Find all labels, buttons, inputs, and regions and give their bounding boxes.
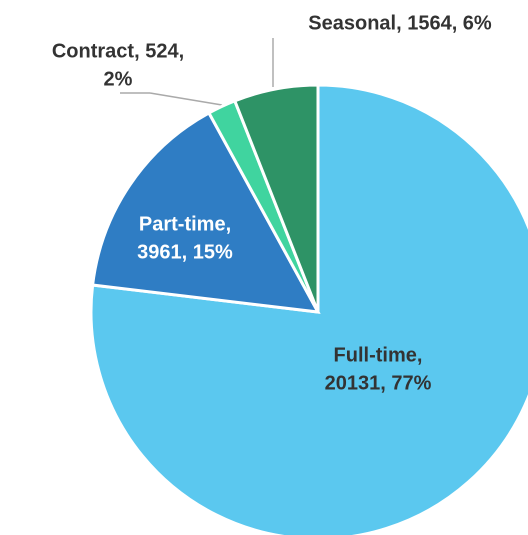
data-label: Contract, 524, [52,40,184,62]
data-label: Part-time, [139,213,231,235]
data-label: 2% [104,68,133,90]
data-label: Full-time, [334,344,423,366]
slices [89,83,528,535]
data-label: 20131, 77% [325,372,432,394]
slice [232,83,320,313]
slice [89,83,528,535]
data-label: Seasonal, 1564, 6% [308,12,492,34]
data-label: 3961, 15% [137,241,233,263]
slice [90,110,321,314]
leader-line [149,92,223,106]
